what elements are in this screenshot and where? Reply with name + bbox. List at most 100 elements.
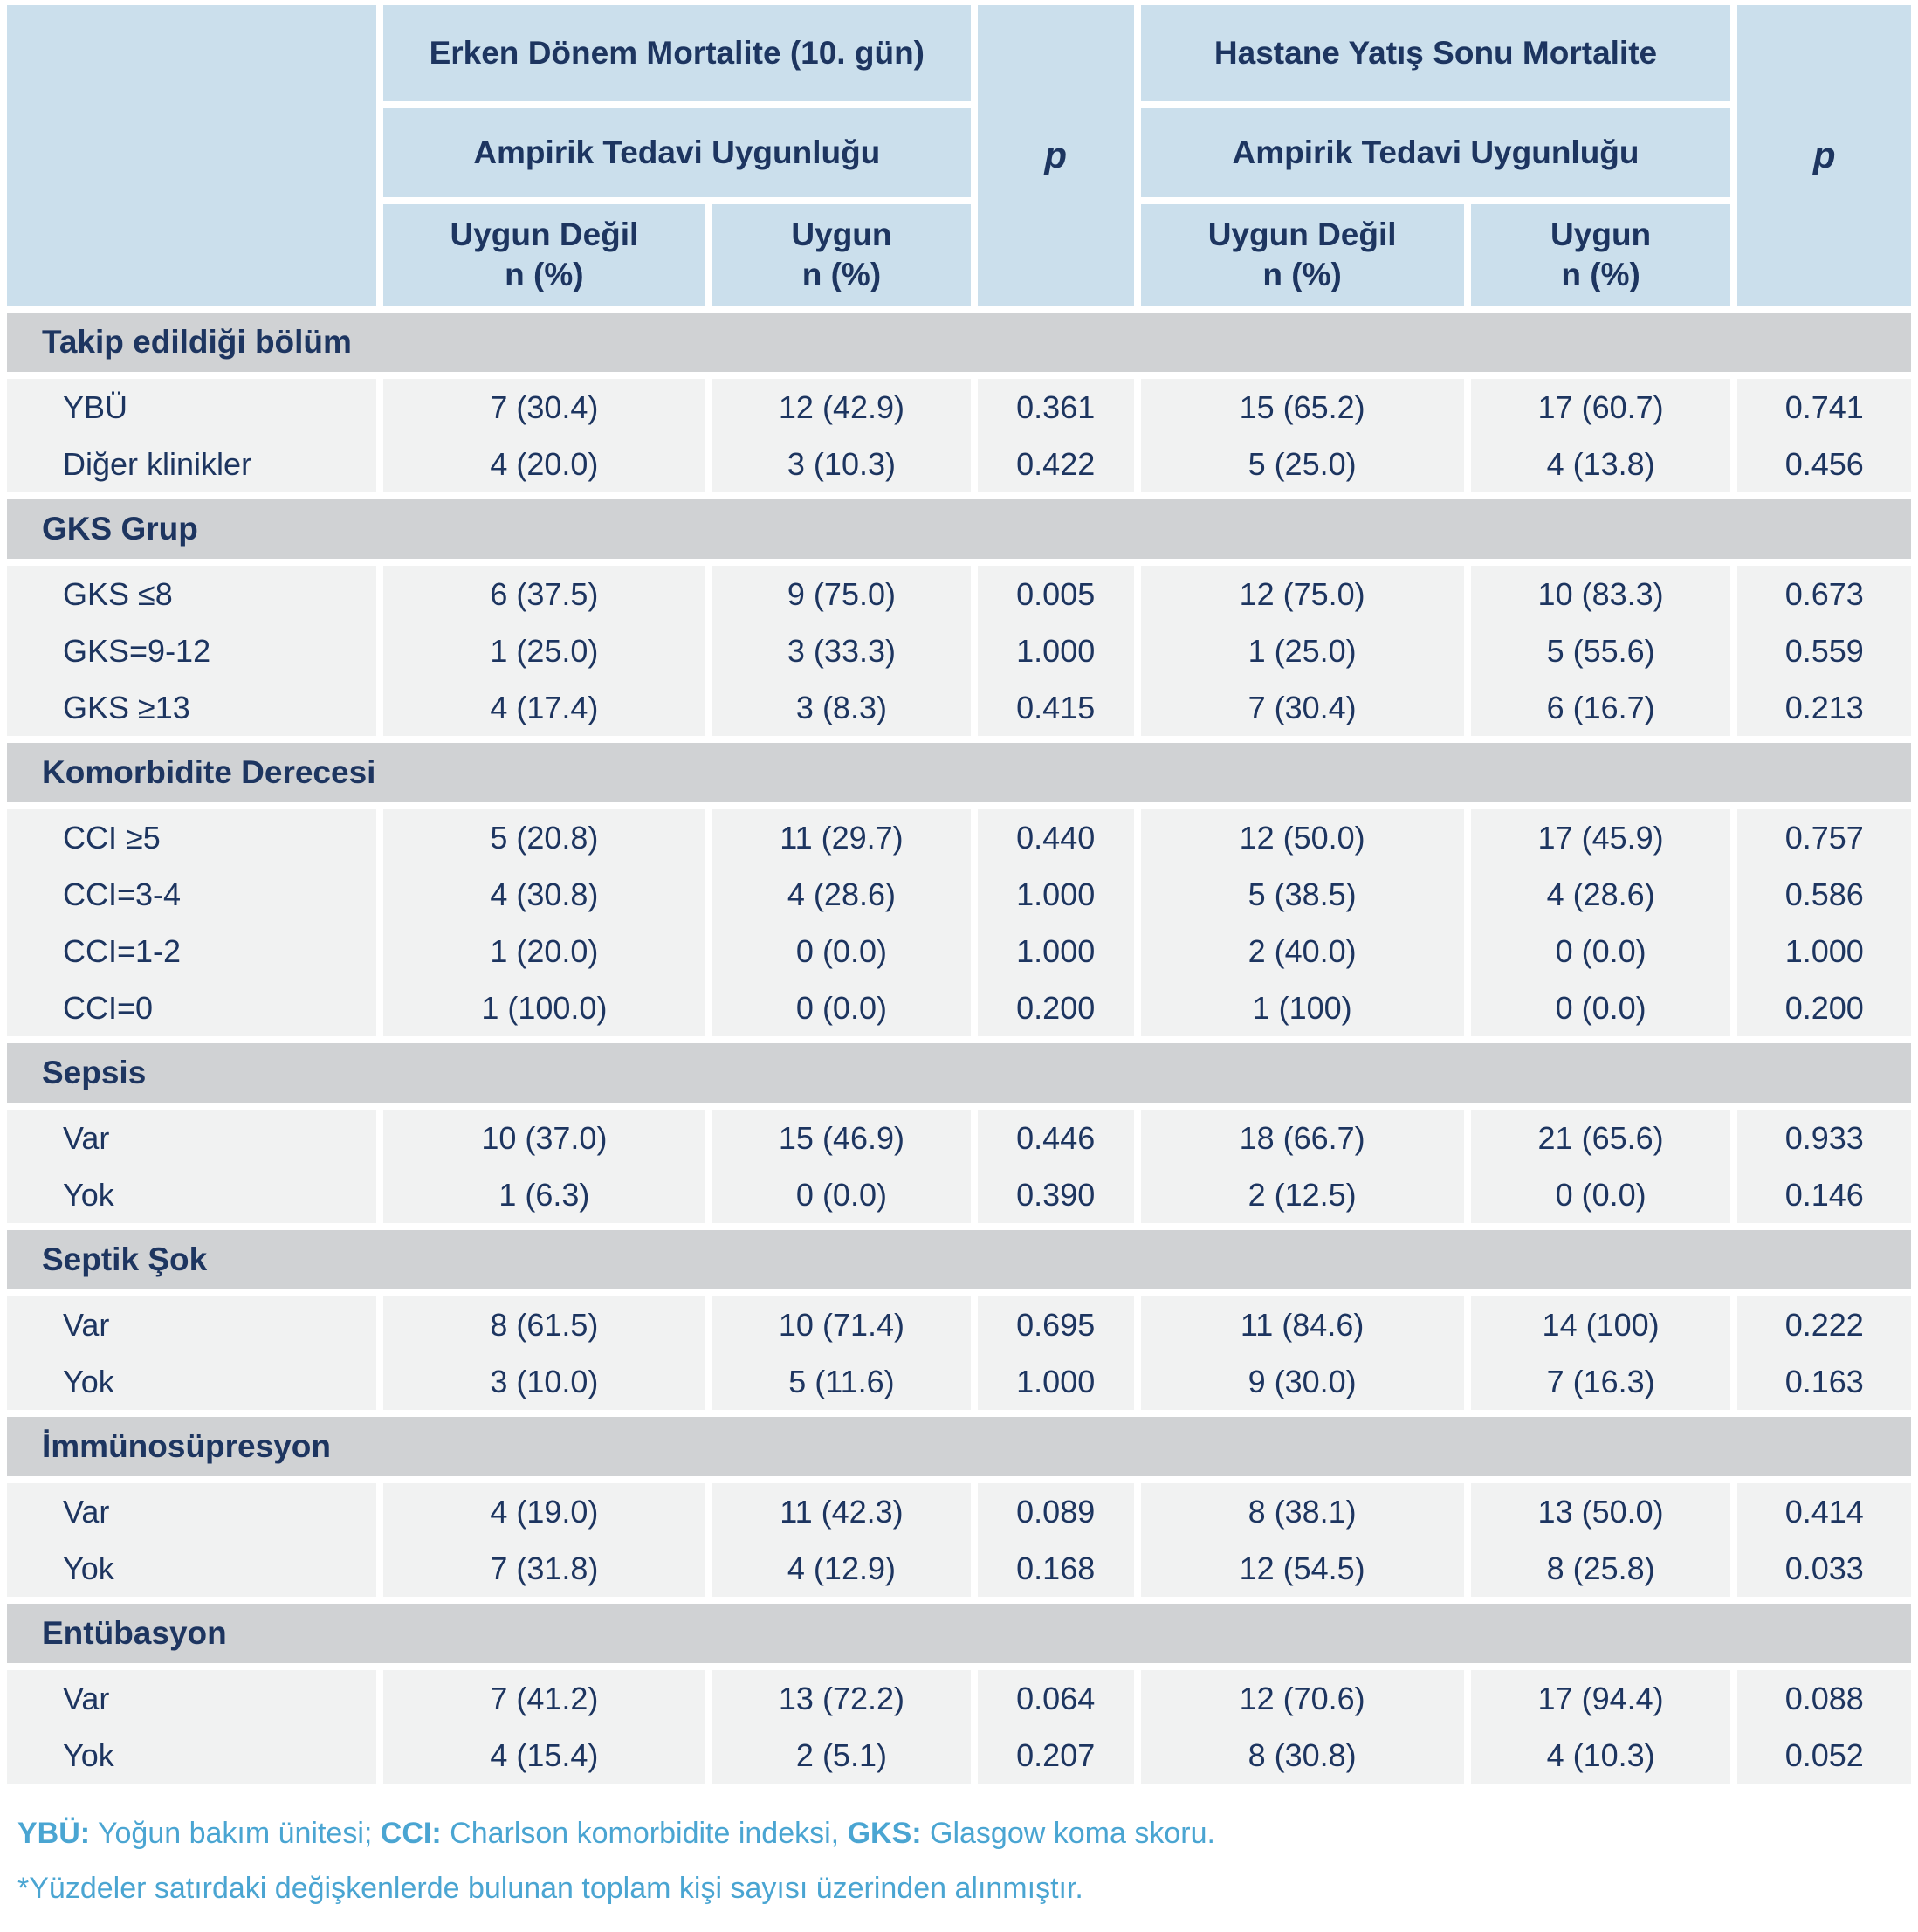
table-header: Erken Dönem Mortalite (10. gün) p Hastan… [7, 5, 1911, 306]
table-row: CCI ≥5 5 (20.8) 11 (29.7) 0.440 12 (50.0) 17 … [7, 809, 1911, 866]
cell-value: 5 (55.6) [1470, 622, 1738, 679]
row-label: CCI=0 [7, 980, 383, 1036]
table-row: CCI=0 1 (100.0) 0 (0.0) 0.200 1 (100) 0 (0.0)… [7, 980, 1911, 1036]
column-header-line1: Uygun Değil [450, 216, 639, 252]
cell-value: 7 (30.4) [382, 379, 713, 436]
section-header-row: GKS Grup [7, 492, 1911, 566]
cell-value: 15 (46.9) [712, 1110, 978, 1166]
table-row: Var 10 (37.0) 15 (46.9) 0.446 18 (66.7) 21 (6… [7, 1110, 1911, 1166]
table-row: CCI=1-2 1 (20.0) 0 (0.0) 1.000 2 (40.0) 0 (0.… [7, 923, 1911, 980]
cell-value: 1 (20.0) [382, 923, 713, 980]
section-header-row: Komorbidite Derecesi [7, 736, 1911, 809]
cell-value: 17 (94.4) [1470, 1670, 1738, 1727]
cell-value: 1 (6.3) [382, 1166, 713, 1223]
cell-value: 3 (8.3) [712, 679, 978, 736]
row-label: YBÜ [7, 379, 383, 436]
p-column-header: p [1737, 5, 1911, 306]
column-header-line2: n (%) [1262, 257, 1342, 292]
cell-value: 0.207 [977, 1727, 1141, 1784]
section-title: Takip edildiği bölüm [7, 306, 1911, 379]
cell-value: 0.200 [1737, 980, 1911, 1036]
cell-value: 10 (71.4) [712, 1296, 978, 1353]
column-header-appropriate: Uygun n (%) [1470, 204, 1738, 306]
column-header-line1: Uygun [1550, 216, 1652, 252]
cell-value: 8 (25.8) [1470, 1540, 1738, 1597]
abbreviation-label: CCI: [380, 1817, 442, 1850]
cell-value: 0 (0.0) [712, 980, 978, 1036]
cell-value: 0.089 [977, 1483, 1141, 1540]
section-title: Septik Şok [7, 1223, 1911, 1296]
cell-value: 7 (16.3) [1470, 1353, 1738, 1410]
cell-value: 0 (0.0) [1470, 1166, 1738, 1223]
cell-value: 0.052 [1737, 1727, 1911, 1784]
header-row-group-titles: Erken Dönem Mortalite (10. gün) p Hastan… [7, 5, 1911, 306]
column-group-header-hospital-mortality: Hastane Yatış Sonu Mortalite [1140, 5, 1738, 108]
section-title: GKS Grup [7, 492, 1911, 566]
abbreviation-label: YBÜ: [17, 1817, 91, 1850]
cell-value: 4 (30.8) [382, 866, 713, 923]
cell-value: 5 (11.6) [712, 1353, 978, 1410]
cell-value: 3 (10.0) [382, 1353, 713, 1410]
row-label: Yok [7, 1727, 383, 1784]
table-row: YBÜ 7 (30.4) 12 (42.9) 0.361 15 (65.2) 17 (60… [7, 379, 1911, 436]
column-header-line2: n (%) [505, 257, 584, 292]
cell-value: 0.005 [977, 566, 1141, 622]
cell-value: 17 (45.9) [1470, 809, 1738, 866]
cell-value: 0.163 [1737, 1353, 1911, 1410]
table-row: GKS ≥13 4 (17.4) 3 (8.3) 0.415 7 (30.4) 6 (16… [7, 679, 1911, 736]
column-header-line2: n (%) [1561, 257, 1640, 292]
table-row: CCI=3-4 4 (30.8) 4 (28.6) 1.000 5 (38.5) 4 (2… [7, 866, 1911, 923]
cell-value: 0.440 [977, 809, 1141, 866]
percent-note: *Yüzdeler satırdaki değişkenlerde buluna… [17, 1871, 1083, 1905]
cell-value: 0.168 [977, 1540, 1141, 1597]
cell-value: 4 (10.3) [1470, 1727, 1738, 1784]
table-row: Var 7 (41.2) 13 (72.2) 0.064 12 (70.6) 17 (94… [7, 1670, 1911, 1727]
row-label: Var [7, 1296, 383, 1353]
cell-value: 1 (100.0) [382, 980, 713, 1036]
cell-value: 0.064 [977, 1670, 1141, 1727]
cell-value: 7 (30.4) [1140, 679, 1471, 736]
section-title: İmmünosüpresyon [7, 1410, 1911, 1483]
cell-value: 0.033 [1737, 1540, 1911, 1597]
table-row: Diğer klinikler 4 (20.0) 3 (10.3) 0.422 5 (2… [7, 436, 1911, 492]
cell-value: 4 (15.4) [382, 1727, 713, 1784]
cell-value: 0.741 [1737, 379, 1911, 436]
cell-value: 0 (0.0) [1470, 923, 1738, 980]
subgroup-header-empirical-treatment: Ampirik Tedavi Uygunluğu [1140, 108, 1738, 204]
column-group-header-early-mortality: Erken Dönem Mortalite (10. gün) [382, 5, 978, 108]
header-row-subgroup-titles: Ampirik Tedavi Uygunluğu Ampirik Tedavi … [7, 108, 1911, 204]
row-label: CCI=3-4 [7, 866, 383, 923]
cell-value: 9 (75.0) [712, 566, 978, 622]
cell-value: 1.000 [977, 923, 1141, 980]
cell-value: 0.146 [1737, 1166, 1911, 1223]
column-header-line1: Uygun Değil [1207, 216, 1397, 252]
column-header-appropriate: Uygun n (%) [712, 204, 978, 306]
row-label: Yok [7, 1166, 383, 1223]
cell-value: 4 (13.8) [1470, 436, 1738, 492]
cell-value: 0 (0.0) [1470, 980, 1738, 1036]
cell-value: 9 (30.0) [1140, 1353, 1471, 1410]
row-label: Var [7, 1483, 383, 1540]
row-label: CCI ≥5 [7, 809, 383, 866]
cell-value: 11 (29.7) [712, 809, 978, 866]
cell-value: 0.390 [977, 1166, 1141, 1223]
cell-value: 0.222 [1737, 1296, 1911, 1353]
column-header-not-appropriate: Uygun Değil n (%) [382, 204, 713, 306]
column-header-not-appropriate: Uygun Değil n (%) [1140, 204, 1471, 306]
cell-value: 0.200 [977, 980, 1141, 1036]
cell-value: 2 (12.5) [1140, 1166, 1471, 1223]
cell-value: 0.559 [1737, 622, 1911, 679]
cell-value: 0.088 [1737, 1670, 1911, 1727]
cell-value: 4 (28.6) [712, 866, 978, 923]
cell-value: 0.446 [977, 1110, 1141, 1166]
section-header-row: Septik Şok [7, 1223, 1911, 1296]
column-header-line2: n (%) [801, 257, 882, 292]
abbreviation-text: Charlson komorbidite indeksi, [441, 1817, 848, 1850]
cell-value: 2 (40.0) [1140, 923, 1471, 980]
cell-value: 13 (50.0) [1470, 1483, 1738, 1540]
cell-value: 0.415 [977, 679, 1141, 736]
cell-value: 0.673 [1737, 566, 1911, 622]
cell-value: 0.586 [1737, 866, 1911, 923]
section-title: Komorbidite Derecesi [7, 736, 1911, 809]
